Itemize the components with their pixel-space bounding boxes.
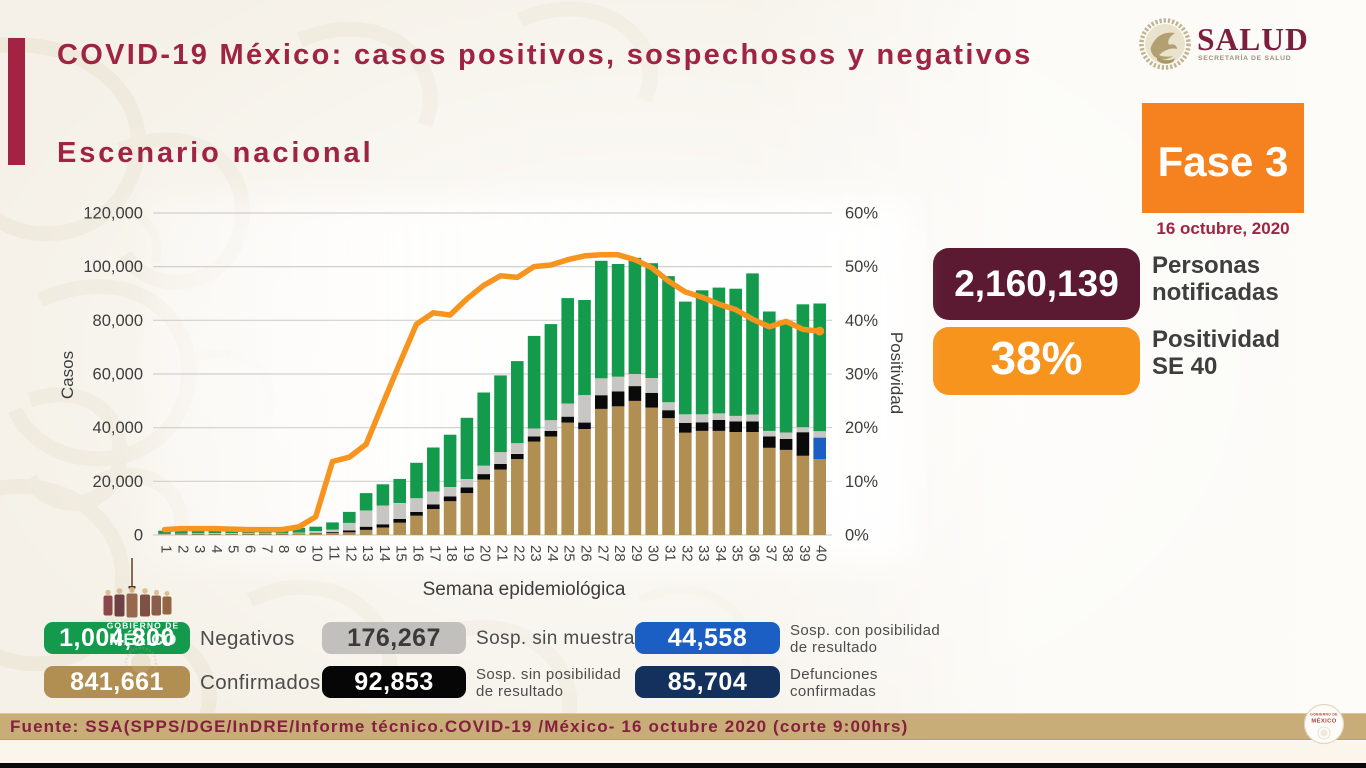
svg-text:35: 35 (729, 545, 746, 562)
svg-text:MÉXICO: MÉXICO (1311, 717, 1336, 725)
svg-text:40%: 40% (845, 312, 878, 330)
svg-text:0: 0 (134, 527, 143, 545)
svg-text:5: 5 (225, 545, 242, 553)
svg-text:23: 23 (527, 545, 544, 562)
svg-text:27: 27 (594, 545, 611, 562)
svg-text:15: 15 (393, 545, 410, 562)
svg-text:MÉXICO: MÉXICO (109, 630, 177, 649)
svg-text:2: 2 (174, 545, 191, 553)
svg-text:36: 36 (746, 545, 763, 562)
svg-text:17: 17 (426, 545, 443, 562)
svg-text:16: 16 (410, 545, 427, 562)
svg-text:1: 1 (158, 545, 175, 553)
svg-text:18: 18 (443, 545, 460, 562)
svg-text:0%: 0% (845, 527, 869, 545)
svg-text:GOBIERNO DE: GOBIERNO DE (107, 621, 180, 631)
svg-text:4: 4 (208, 545, 225, 553)
svg-text:40: 40 (813, 545, 830, 562)
svg-text:38: 38 (779, 545, 796, 562)
svg-text:10%: 10% (845, 473, 878, 491)
svg-text:22: 22 (510, 545, 527, 562)
svg-text:39: 39 (796, 545, 813, 562)
svg-text:Semana epidemiológica: Semana epidemiológica (423, 579, 626, 600)
svg-text:33: 33 (695, 545, 712, 562)
svg-text:30: 30 (645, 545, 662, 562)
svg-text:120,000: 120,000 (83, 205, 143, 223)
svg-text:14: 14 (376, 545, 393, 562)
svg-text:30%: 30% (845, 366, 878, 384)
svg-text:20%: 20% (845, 419, 878, 437)
svg-text:3: 3 (191, 545, 208, 553)
svg-text:20: 20 (477, 545, 494, 562)
svg-text:8: 8 (275, 545, 292, 553)
svg-text:28: 28 (611, 545, 628, 562)
svg-text:60%: 60% (845, 205, 878, 223)
svg-text:26: 26 (578, 545, 595, 562)
svg-text:Casos: Casos (58, 351, 77, 399)
svg-text:80,000: 80,000 (93, 312, 143, 330)
svg-text:32: 32 (678, 545, 695, 562)
svg-text:25: 25 (561, 545, 578, 562)
svg-text:13: 13 (359, 545, 376, 562)
svg-text:100,000: 100,000 (83, 258, 143, 276)
svg-text:GOBIERNO DE: GOBIERNO DE (1310, 713, 1338, 717)
svg-text:19: 19 (460, 545, 477, 562)
svg-text:20,000: 20,000 (93, 473, 143, 491)
svg-text:40,000: 40,000 (93, 419, 143, 437)
svg-text:50%: 50% (845, 258, 878, 276)
svg-text:21: 21 (494, 545, 511, 562)
svg-text:29: 29 (628, 545, 645, 562)
svg-text:31: 31 (662, 545, 679, 562)
svg-text:7: 7 (258, 545, 275, 553)
svg-text:Positividad: Positividad (887, 332, 906, 414)
svg-text:34: 34 (712, 545, 729, 562)
svg-text:10: 10 (309, 545, 326, 562)
svg-text:9: 9 (292, 545, 309, 553)
svg-text:24: 24 (544, 545, 561, 562)
svg-text:6: 6 (242, 545, 259, 553)
svg-text:12: 12 (342, 545, 359, 562)
svg-text:60,000: 60,000 (93, 366, 143, 384)
svg-text:11: 11 (326, 545, 343, 561)
svg-text:37: 37 (762, 545, 779, 562)
